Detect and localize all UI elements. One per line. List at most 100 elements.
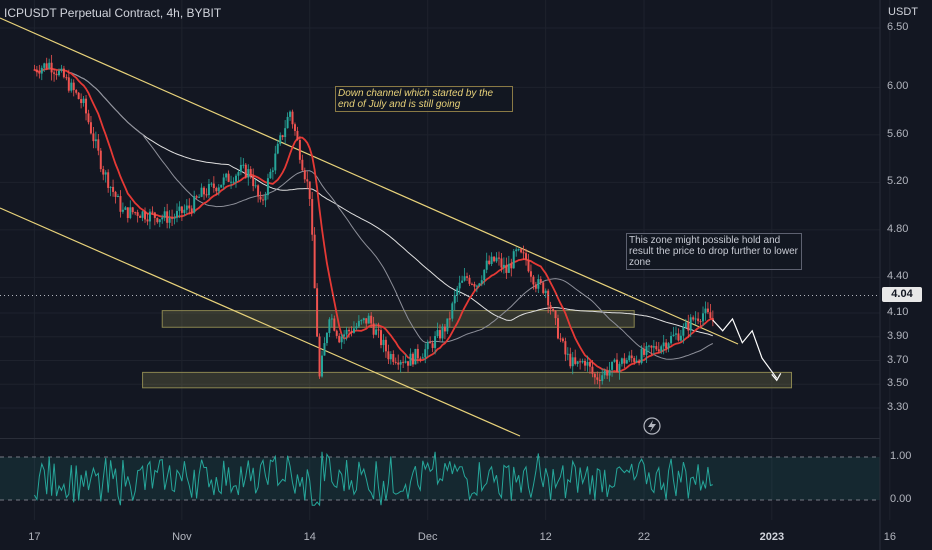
- candle-body: [495, 257, 498, 262]
- candle-body: [699, 321, 702, 323]
- candle-body: [264, 195, 267, 201]
- candle-body: [220, 184, 223, 188]
- candle-body: [537, 279, 540, 289]
- projection-arrow: [712, 317, 782, 382]
- candle-body: [409, 353, 412, 366]
- candle-body: [94, 139, 97, 142]
- candle-body: [188, 205, 191, 209]
- candle-body: [670, 336, 673, 344]
- rsi-line: [33, 451, 713, 507]
- candle-body: [532, 276, 535, 285]
- candle-body: [466, 276, 469, 278]
- candle-body: [436, 330, 439, 337]
- candle-body: [296, 130, 299, 141]
- candle-body: [456, 288, 459, 296]
- candle-body: [485, 260, 488, 270]
- candle-body: [112, 186, 115, 192]
- candle-body: [338, 335, 341, 343]
- candle-body: [596, 377, 599, 380]
- candle-body: [706, 308, 709, 313]
- candle-body: [254, 185, 257, 187]
- candle-body: [397, 362, 400, 365]
- lightning-icon[interactable]: [643, 417, 661, 435]
- candle-body: [335, 330, 338, 336]
- price-tick-label: 4.10: [887, 306, 909, 318]
- price-zone: [142, 371, 793, 389]
- candle-body: [365, 318, 368, 324]
- zone-annotation[interactable]: This zone might possible hold and result…: [626, 233, 802, 270]
- candle-body: [618, 363, 621, 372]
- candle-body: [158, 219, 161, 223]
- candle-body: [257, 185, 260, 197]
- candle-body: [80, 99, 83, 104]
- candle-body: [198, 196, 201, 198]
- candle-body: [463, 276, 466, 281]
- candle-body: [711, 318, 714, 321]
- candle-body: [104, 172, 107, 175]
- candle-body: [581, 360, 584, 363]
- price-tick-label: 3.90: [887, 329, 909, 342]
- candle-body: [598, 379, 601, 382]
- candle-body: [230, 181, 233, 183]
- candle-body: [311, 198, 314, 235]
- candle-body: [377, 329, 380, 331]
- candle-body: [249, 169, 252, 177]
- candle-body: [402, 361, 405, 363]
- candle-body: [210, 183, 213, 185]
- candle-body: [483, 269, 486, 281]
- candle-body: [414, 348, 417, 365]
- candle-body: [247, 169, 250, 178]
- time-tick-label: Dec: [417, 531, 438, 543]
- candle-body: [316, 288, 319, 337]
- candle-body: [544, 290, 547, 294]
- candle-body: [470, 283, 473, 285]
- time-tick-label: 22: [637, 531, 651, 543]
- candle-body: [404, 361, 407, 363]
- candle-body: [603, 370, 606, 376]
- ma-mid-line: [34, 67, 714, 360]
- candle-body: [114, 191, 117, 197]
- candle-body: [269, 171, 272, 179]
- candle-body: [507, 264, 510, 273]
- candle-body: [443, 326, 446, 332]
- candle-body: [355, 326, 358, 329]
- candle-body: [613, 359, 616, 362]
- candle-body: [559, 338, 562, 340]
- candle-body: [434, 336, 437, 348]
- candle-body: [640, 348, 643, 364]
- candle-body: [171, 217, 174, 219]
- candle-body: [323, 343, 326, 356]
- candle-body: [372, 323, 375, 335]
- candle-body: [517, 249, 520, 251]
- candle-body: [330, 318, 333, 320]
- candle-body: [584, 360, 587, 366]
- candle-body: [411, 353, 414, 365]
- candle-body: [77, 92, 80, 100]
- candle-body: [645, 346, 648, 355]
- candle-body: [382, 339, 385, 346]
- candle-body: [35, 69, 38, 73]
- candle-body: [426, 342, 429, 350]
- candle-body: [554, 310, 557, 319]
- candle-body: [62, 68, 65, 78]
- candle-body: [615, 359, 618, 372]
- candle-body: [89, 122, 92, 134]
- candle-body: [276, 143, 279, 154]
- candle-body: [704, 308, 707, 314]
- candle-body: [225, 173, 228, 178]
- candle-body: [308, 181, 311, 199]
- candle-body: [488, 260, 491, 264]
- candle-body: [291, 111, 294, 125]
- candle-body: [163, 211, 166, 218]
- candle-body: [655, 346, 658, 350]
- time-tick-label: 12: [539, 531, 552, 543]
- candle-body: [357, 320, 360, 327]
- candle-body: [298, 140, 301, 160]
- candle-body: [611, 361, 614, 370]
- candle-body: [87, 113, 90, 123]
- channel-annotation[interactable]: Down channel which started by the end of…: [335, 86, 513, 112]
- candle-body: [175, 210, 178, 218]
- candle-body: [70, 82, 73, 91]
- candle-body: [286, 116, 289, 129]
